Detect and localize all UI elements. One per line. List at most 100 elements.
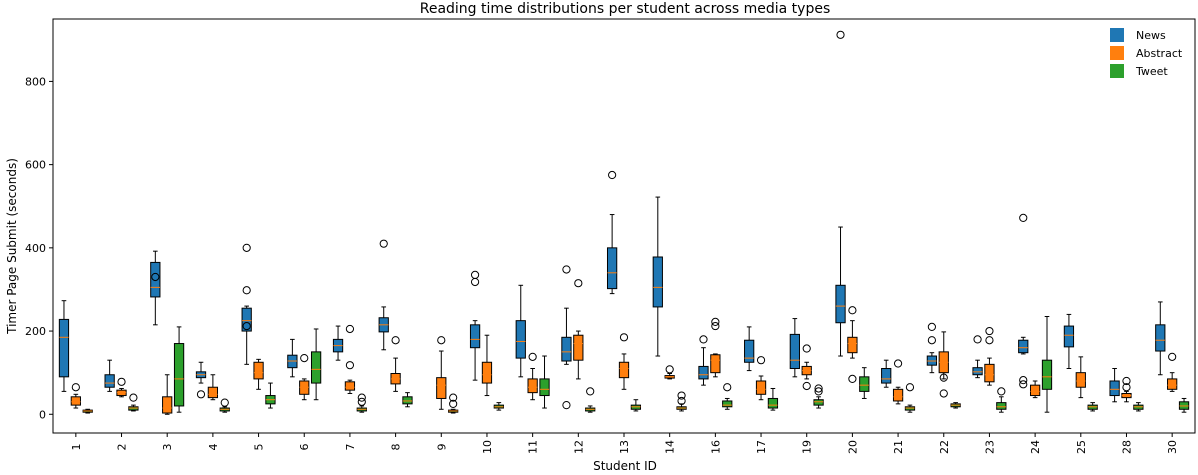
box-body [573,334,584,361]
box-body [767,397,779,409]
box-body [606,247,618,290]
x-tick-label: 14 [664,440,677,454]
outlier-point [1122,383,1131,392]
box-abstract-student-22 [938,331,949,398]
box-tweet-student-22 [950,402,961,409]
box-body [561,336,572,362]
box-tweet-student-4 [219,398,230,413]
box-tweet-student-17 [767,387,779,411]
x-tick-label: 20 [846,440,859,454]
outlier-point [802,381,811,391]
box-abstract-student-11 [527,352,538,401]
x-tick-label: 22 [938,440,951,454]
box-abstract-student-9 [436,336,447,410]
x-tick-label: 7 [344,444,357,451]
x-tick-label: 6 [298,444,311,451]
x-tick-label: 24 [1029,440,1042,454]
outlier-point [939,373,948,382]
outlier-point [242,286,251,295]
outlier-point [802,344,811,353]
box-body [527,378,538,394]
legend: News Abstract Tweet [1110,28,1183,78]
box-body [104,374,115,388]
box-abstract-student-3 [162,374,173,415]
x-tick-label: 25 [1075,440,1088,454]
outlier-point [379,239,388,248]
outlier-point [470,270,480,279]
box-body [310,351,322,384]
box-abstract-student-28 [1121,376,1132,403]
outlier-point [562,401,571,410]
x-tick-label: 4 [207,444,220,451]
box-tweet-student-10 [493,402,504,411]
box-tweet-student-28 [1133,402,1144,412]
box-news-student-23 [972,335,983,379]
box-body [722,400,733,408]
x-tick-label: 19 [801,440,814,454]
box-abstract-student-5 [253,358,264,390]
box-tweet-student-7 [356,393,367,413]
box-news-student-1 [58,300,70,392]
box-abstract-student-21 [892,359,904,405]
box-abstract-student-10 [481,334,493,397]
box-abstract-student-8 [390,336,401,392]
box-abstract-student-20 [847,306,858,384]
box-body [469,324,481,349]
box-news-student-13 [606,170,618,295]
box-tweet-student-12 [585,387,596,413]
box-abstract-student-25 [1075,356,1086,399]
box-body [162,396,173,414]
box-tweet-student-2 [128,393,139,412]
outlier-point [357,393,366,402]
box-news-student-17 [744,326,755,372]
box-body [253,361,264,380]
box-tweet-student-9 [448,393,459,414]
box-body [344,381,356,391]
box-body [996,402,1007,410]
box-news-student-22 [926,322,938,374]
box-body [402,396,413,405]
outlier-point [345,361,355,370]
box-tweet-student-8 [402,392,413,408]
box-abstract-student-23 [984,326,995,386]
box-tweet-student-5 [265,382,276,409]
box-body [984,363,995,383]
box-body [972,367,983,376]
outlier-point [528,352,537,361]
outlier-point [677,391,686,400]
box-news-student-19 [789,318,800,378]
box-abstract-student-30 [1167,352,1178,392]
outlier-point [711,317,720,327]
y-tick-label: 400 [25,242,46,255]
outlier-point [449,399,458,408]
x-tick-label: 23 [983,440,996,454]
box-news-student-2 [104,359,115,392]
box-abstract-student-16 [710,317,721,378]
box-news-student-24 [1018,213,1029,389]
x-tick-label: 30 [1166,440,1179,454]
outlier-point [1122,376,1131,386]
box-abstract-student-12 [573,279,584,380]
box-abstract-student-7 [344,324,356,394]
outlier-point [893,359,903,368]
x-tick-label: 10 [481,440,494,454]
legend-swatch-abstract [1110,46,1124,60]
box-tweet-student-23 [996,387,1007,413]
box-body [847,336,858,354]
box-abstract-student-13 [618,333,630,390]
outlier-point [357,397,366,406]
outlier-point [117,377,126,386]
box-news-student-25 [1063,313,1075,370]
y-tick-label: 0 [39,408,46,421]
box-body [1018,339,1029,354]
legend-swatch-tweet [1110,64,1124,78]
outlier-point [1019,376,1028,385]
box-news-student-14 [652,196,663,357]
box-tweet-student-6 [310,328,322,401]
box-body [652,256,663,308]
outlier-point [619,333,629,342]
outlier-point [973,335,982,344]
outlier-point [814,384,823,393]
